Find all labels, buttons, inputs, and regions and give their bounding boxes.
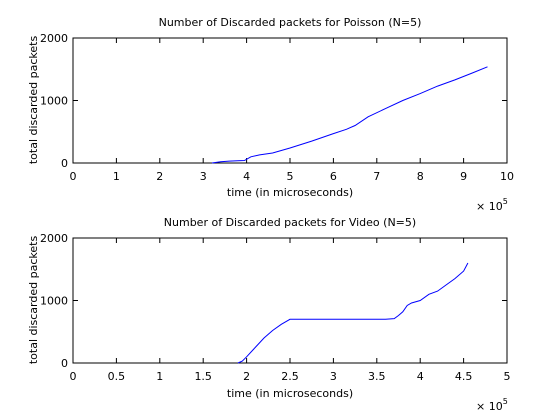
ticks: 0 0.5 1 1.5 2 2.5 3 3.5 4 4.5 5 0 1000 2000 [40,232,511,383]
x-tick-label: 1.5 [194,370,212,383]
x-tick-label: 9 [460,170,467,183]
x-tick-label: 4 [417,370,424,383]
x-tick-label: 5 [287,170,294,183]
plot-frame [72,237,508,364]
x-multiplier-base: × 10 [476,400,503,413]
y-tick-label: 2000 [40,32,68,45]
x-tick-label: 1 [113,170,120,183]
x-multiplier-exponent: 5 [503,397,508,406]
subplot-video: Number of Discarded packets for Video (N… [27,216,511,413]
x-tick-label: 8 [417,170,424,183]
x-tick-label: 0 [70,370,77,383]
y-tick-label: 1000 [40,95,68,108]
x-multiplier-exponent: 5 [503,197,508,206]
x-tick-label: 5 [504,370,511,383]
subplot-poisson: Number of Discarded packets for Poisson … [27,16,514,213]
series-line [237,262,469,364]
y-tick-label: 1000 [40,295,68,308]
x-tick-label: 2 [156,170,163,183]
x-multiplier-base: × 10 [476,200,503,213]
x-tick-label: 1 [156,370,163,383]
y-tick-label: 0 [61,157,68,170]
y-axis-label: total discarded packets [27,236,40,365]
x-tick-label: 0 [70,170,77,183]
x-axis-label: time (in microseconds) [227,387,353,400]
y-tick-label: 0 [61,357,68,370]
x-multiplier: × 105 [476,397,508,413]
x-tick-label: 6 [330,170,337,183]
y-axis-label: total discarded packets [27,36,40,165]
x-tick-label: 0.5 [108,370,126,383]
chart-title: Number of Discarded packets for Video (N… [164,216,416,229]
plot-frame [72,37,508,164]
x-tick-label: 2 [243,370,250,383]
chart-title: Number of Discarded packets for Poisson … [159,16,422,29]
x-tick-label: 3.5 [368,370,386,383]
x-tick-label: 3 [330,370,337,383]
x-tick-label: 7 [373,170,380,183]
series-line [211,66,488,164]
x-tick-label: 3 [200,170,207,183]
x-multiplier: × 105 [476,197,508,213]
x-tick-label: 4.5 [455,370,473,383]
x-tick-label: 4 [243,170,250,183]
y-tick-label: 2000 [40,232,68,245]
x-tick-label: 2.5 [281,370,299,383]
x-axis-label: time (in microseconds) [227,186,353,199]
x-tick-label: 10 [500,170,514,183]
ticks: 0 1 2 3 4 5 6 7 8 9 10 0 1000 2000 [40,32,514,183]
